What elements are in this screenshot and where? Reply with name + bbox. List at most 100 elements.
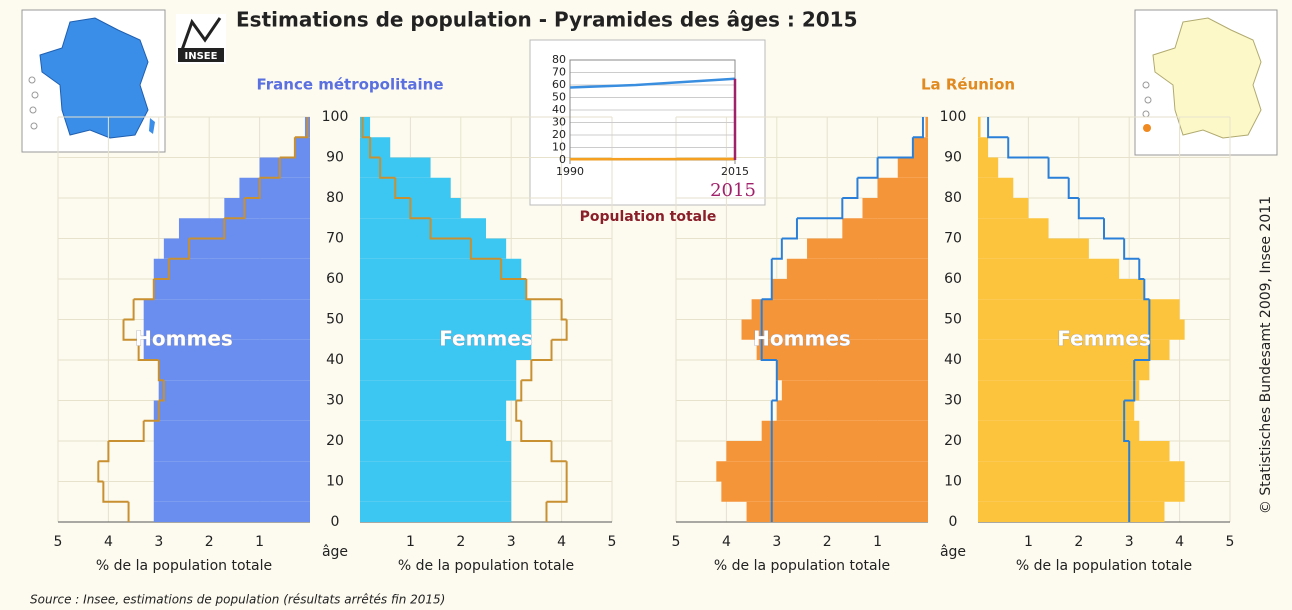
comparison-outline: [143, 400, 160, 422]
bar: [781, 380, 928, 401]
comparison-outline: [515, 400, 522, 422]
y-tick-label: 20: [944, 433, 962, 449]
comparison-outline: [1123, 420, 1130, 442]
inset-title: Population totale: [580, 209, 717, 225]
comparison-outline: [224, 198, 246, 220]
comparison-outline: [771, 238, 783, 260]
bar: [360, 117, 371, 138]
bar: [153, 481, 310, 502]
bar: [143, 339, 310, 360]
y-tick-label: 70: [326, 231, 344, 247]
comparison-outline: [361, 117, 371, 139]
sex-label: Femmes: [1057, 327, 1151, 351]
y-tick-label: 100: [940, 109, 967, 125]
bar: [153, 400, 310, 421]
bar: [978, 461, 1185, 482]
bar: [163, 238, 310, 259]
y-tick-label: 60: [552, 78, 566, 91]
bar: [925, 117, 928, 138]
comparison-outline: [1047, 157, 1069, 179]
comparison-outline: [244, 177, 261, 199]
comparison-outline: [1134, 339, 1151, 361]
bar: [978, 117, 981, 138]
y-tick-label: 50: [326, 312, 344, 328]
bar: [978, 481, 1185, 502]
bar: [897, 157, 928, 178]
y-tick-label: 20: [326, 433, 344, 449]
comparison-outline: [369, 137, 381, 159]
map-dom: [1144, 96, 1152, 104]
bar: [746, 501, 928, 522]
bar: [978, 157, 999, 178]
bar: [360, 319, 532, 340]
bar: [360, 339, 532, 360]
bar: [978, 137, 989, 158]
comparison-outline: [394, 177, 411, 199]
x-tick-label: 2: [205, 534, 214, 550]
y-tick-label: 50: [944, 312, 962, 328]
bar: [153, 258, 310, 279]
x-tick-label: 1: [255, 534, 264, 550]
y-tick-label: 60: [944, 271, 962, 287]
comparison-outline: [550, 441, 567, 463]
comparison-outline: [429, 218, 471, 240]
bar: [153, 420, 310, 441]
bar: [776, 360, 928, 381]
source: Source : Insee, estimations de populatio…: [30, 593, 445, 607]
bar: [360, 218, 486, 239]
bar: [178, 218, 310, 239]
bar: [756, 339, 928, 360]
comparison-outline: [108, 420, 145, 442]
bar: [360, 177, 451, 198]
comparison-outline: [123, 299, 135, 321]
x-tick-label: 4: [722, 534, 731, 550]
comparison-outline: [842, 177, 859, 199]
bar: [776, 400, 928, 421]
comparison-outline: [97, 461, 104, 483]
x-tick-label: 2: [1074, 534, 1083, 550]
year-marker-label: 2015: [710, 180, 756, 201]
map-dom: [28, 76, 36, 84]
y-tick-label: 10: [944, 474, 962, 490]
bar: [259, 157, 310, 178]
bar: [978, 360, 1150, 381]
bar: [877, 177, 928, 198]
x-tick-label: 4: [104, 534, 113, 550]
x-tick-label: 3: [1125, 534, 1134, 550]
bar: [741, 319, 928, 340]
comparison-outline: [500, 258, 527, 280]
comparison-outline: [189, 218, 226, 240]
bar: [978, 380, 1140, 401]
comparison-outline: [133, 279, 155, 301]
comparison-outline: [1123, 238, 1140, 260]
comparison-outline: [520, 420, 552, 442]
x-tick-label: 3: [154, 534, 163, 550]
comparison-outline: [987, 117, 1009, 139]
comparison-outline: [560, 299, 567, 321]
bar: [153, 461, 310, 482]
sex-label: Femmes: [439, 327, 533, 351]
y-tick-label: 40: [552, 103, 566, 116]
y-tick-label: 60: [326, 271, 344, 287]
y-tick-label: 80: [552, 53, 566, 66]
map-reunion: [1143, 124, 1151, 132]
comparison-outline: [761, 279, 773, 301]
x-tick-label: 5: [54, 534, 63, 550]
y-tick-label: 30: [326, 393, 344, 409]
comparison-outline: [137, 339, 159, 361]
comparison-outline: [796, 198, 844, 220]
bar: [978, 238, 1089, 259]
comparison-outline: [1138, 258, 1145, 280]
comparison-outline: [153, 258, 170, 280]
comparison-outline: [781, 218, 798, 240]
map-dom: [31, 91, 39, 99]
bar: [360, 238, 507, 259]
bar: [239, 177, 310, 198]
comparison-outline: [279, 137, 296, 159]
bar: [153, 501, 310, 522]
comparison-outline: [379, 157, 396, 179]
comparison-outline: [546, 481, 568, 503]
comparison-outline: [912, 117, 924, 139]
comparison-outline: [168, 238, 191, 260]
y-tick-label: 40: [944, 352, 962, 368]
